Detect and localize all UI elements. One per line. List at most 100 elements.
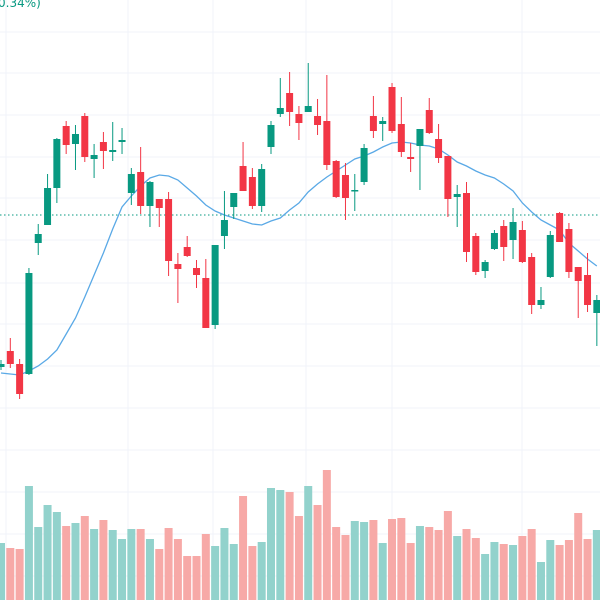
candle-body (472, 236, 480, 272)
candle-down (528, 253, 536, 314)
candle-down (99, 132, 107, 169)
candle-down (472, 233, 480, 275)
volume-bar (322, 470, 331, 600)
candle-down (248, 168, 256, 209)
candle-down (369, 96, 377, 138)
volume-bar (108, 530, 117, 600)
volume-bar (71, 523, 80, 600)
volume-bar (6, 548, 15, 600)
candle-down (444, 156, 452, 217)
moving-average-line (0, 141, 598, 376)
candle-up (220, 191, 228, 249)
candle-body (556, 213, 564, 242)
legend-change-percent: 0.34%) (0, 0, 41, 10)
candle-body (518, 230, 526, 262)
candle-body (295, 114, 303, 123)
candle-up (53, 138, 61, 203)
volume-bar (183, 556, 192, 600)
candle-body (537, 300, 545, 305)
volume-bar (536, 562, 545, 600)
candle-body (44, 188, 52, 225)
volume-bar (341, 535, 350, 600)
volume-bar (294, 516, 303, 600)
candle-body (444, 156, 452, 199)
candle-body (53, 139, 61, 188)
volume-bar (239, 496, 248, 600)
candle-up (276, 78, 284, 117)
volume-bar (145, 539, 154, 600)
volume-bar (220, 528, 229, 600)
volume-bar (564, 540, 573, 600)
volume-bar (229, 544, 238, 600)
candle-body (202, 278, 210, 328)
volume-bar (313, 505, 322, 600)
candle-up (509, 208, 517, 259)
candle-up (593, 295, 600, 346)
candle-body (146, 182, 154, 206)
candle-up (90, 144, 98, 178)
candle-up (267, 121, 275, 154)
volume-bar (499, 544, 508, 600)
candle-body (118, 140, 126, 142)
candle-body (593, 300, 600, 313)
volume-bar (24, 486, 33, 600)
candle-up (109, 122, 117, 161)
volume-bar (118, 539, 127, 600)
volume-bar (52, 512, 61, 600)
candle-up (0, 360, 5, 370)
candle-body (481, 262, 489, 271)
candle-body (258, 169, 266, 206)
candle-body (369, 116, 377, 131)
candle-down (6, 338, 14, 368)
candle-body (304, 106, 312, 112)
volume-bar (518, 536, 527, 600)
candle-body (425, 110, 433, 133)
candle-body (0, 364, 5, 367)
volume-bar (546, 540, 555, 600)
candle-body (193, 268, 201, 275)
candle-body (6, 351, 14, 364)
candle-body (183, 247, 191, 256)
volume-bar (285, 492, 294, 600)
volume-bar (592, 530, 600, 600)
candle-down (565, 223, 573, 278)
volume-bar (192, 556, 201, 600)
candle-down (239, 142, 247, 191)
candle-body (16, 364, 24, 394)
candle-up (304, 63, 312, 112)
candle-body (341, 175, 349, 198)
volume-bar (425, 527, 434, 600)
candle-up (379, 117, 387, 141)
candle-body (34, 234, 42, 243)
volume-bar (43, 505, 52, 600)
volume-bar (462, 529, 471, 600)
candle-body (137, 172, 145, 206)
candle-down (295, 106, 303, 140)
volume-bar (369, 520, 378, 600)
volume-bar (266, 488, 275, 600)
candle-body (81, 116, 89, 157)
candle-down (137, 147, 145, 214)
candle-body (453, 194, 461, 197)
candle-body (286, 93, 294, 112)
volume-bar (527, 529, 536, 600)
candle-up (258, 164, 266, 212)
candle-body (230, 193, 238, 207)
volume-bar (397, 518, 406, 600)
candle-body (155, 199, 163, 208)
candle-down (314, 99, 322, 135)
candle-body (239, 166, 247, 191)
candle-body (574, 267, 582, 281)
candle-down (407, 143, 415, 172)
candle-up (416, 129, 424, 190)
volume-bar (360, 522, 369, 600)
candle-down (332, 160, 340, 198)
candle-body (314, 116, 322, 125)
volume-bar (574, 513, 583, 600)
candle-up (481, 260, 489, 278)
candle-down (155, 199, 163, 227)
candle-down (388, 83, 396, 133)
volume-bar (332, 527, 341, 600)
